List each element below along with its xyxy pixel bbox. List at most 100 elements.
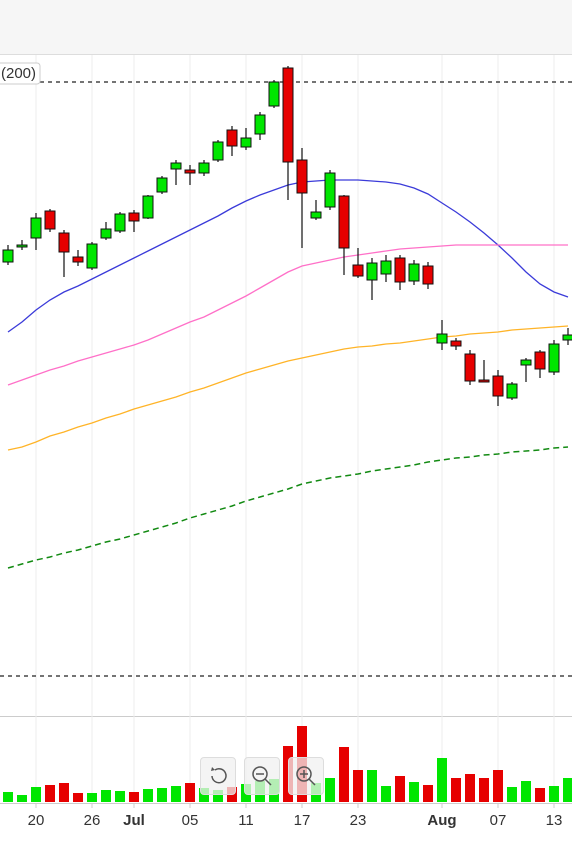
moving-average — [7, 446, 569, 569]
candle-body — [156, 177, 168, 193]
zoom-out-button[interactable] — [244, 757, 280, 795]
candle-body — [520, 359, 532, 366]
moving-average — [7, 325, 569, 451]
candle-body — [534, 351, 546, 370]
legend-box — [0, 62, 41, 85]
x-tick-label: 05 — [182, 812, 199, 829]
volume-bar — [423, 785, 433, 802]
x-tick-label: 07 — [490, 812, 507, 829]
volume-bar — [437, 758, 447, 802]
plot — [0, 66, 572, 802]
legend-text: (200) — [1, 65, 36, 82]
toolbar — [0, 0, 572, 54]
grid — [35, 55, 555, 808]
x-tick-label: 17 — [294, 812, 311, 829]
volume-bar — [507, 787, 517, 802]
volume-bar — [101, 790, 111, 802]
candle-body — [86, 243, 98, 269]
volume-bar — [521, 781, 531, 802]
candle-body — [2, 249, 14, 263]
volume-bar — [73, 793, 83, 802]
volume-bar — [157, 788, 167, 802]
volume-bar — [465, 774, 475, 802]
candle-body — [436, 333, 448, 344]
candle-body — [422, 265, 434, 285]
candle-body — [310, 211, 322, 219]
candle-body — [506, 383, 518, 399]
volume-bar — [563, 778, 572, 802]
legend: (200) — [0, 62, 41, 85]
volume-bar — [31, 787, 41, 802]
volume-bar — [409, 782, 419, 802]
candle-body — [296, 159, 308, 194]
candle-body — [352, 264, 364, 277]
x-tick-label: 13 — [546, 812, 563, 829]
candle-body — [380, 260, 392, 275]
candle-body — [492, 375, 504, 397]
candle-body — [254, 114, 266, 135]
volume-bar — [129, 792, 139, 802]
volume-bar — [171, 786, 181, 802]
x-tick-label: Aug — [427, 812, 456, 829]
candle-body — [464, 353, 476, 382]
volume-bar — [479, 778, 489, 802]
candle-body — [548, 343, 560, 373]
x-tick-label: 11 — [238, 812, 254, 829]
candle-body — [408, 263, 420, 282]
volume-bar — [493, 770, 503, 802]
volume-bar — [185, 783, 195, 802]
candle-body — [324, 172, 336, 208]
volume-bar — [3, 792, 13, 802]
reset-icon — [211, 767, 227, 784]
volume-bar — [213, 790, 223, 802]
volume-bar — [45, 785, 55, 802]
volume-bar — [549, 786, 559, 802]
x-tick-label: 20 — [28, 812, 45, 829]
volume-bar — [59, 783, 69, 802]
volume-bar — [451, 778, 461, 802]
candle-body — [100, 228, 112, 239]
volume-bar — [395, 776, 405, 802]
candle-body — [72, 256, 84, 263]
candle-body — [30, 217, 42, 239]
candle-body — [212, 141, 224, 161]
volume-bar — [17, 795, 27, 802]
volume-bar — [381, 786, 391, 802]
candle-body — [366, 262, 378, 281]
candle-body — [478, 379, 490, 383]
candle-body — [170, 162, 182, 170]
candle-body — [240, 137, 252, 148]
candle-body — [142, 195, 154, 219]
volume-bar — [367, 770, 377, 802]
zoom-out-icon — [252, 766, 272, 786]
candle-body — [282, 67, 294, 163]
volume-bar — [143, 789, 153, 802]
x-tick-label: 26 — [84, 812, 101, 829]
zoom-in-button[interactable] — [288, 757, 324, 795]
candle-body — [450, 340, 462, 347]
candle-body — [268, 81, 280, 107]
candle-body — [44, 210, 56, 230]
candle-body — [16, 244, 28, 248]
candle-body — [198, 162, 210, 174]
volume-bar — [535, 788, 545, 802]
reset-zoom-button[interactable] — [200, 757, 236, 795]
volume-bar — [353, 770, 363, 802]
candle-body — [184, 169, 196, 174]
volume-bar — [325, 778, 335, 802]
zoom-in-icon — [296, 766, 316, 786]
candle-body — [226, 129, 238, 147]
x-tick-label: Jul — [123, 812, 145, 829]
x-tick-label: 23 — [350, 812, 367, 829]
volume-bar — [115, 791, 125, 802]
moving-average — [7, 244, 568, 386]
candle-body — [562, 334, 572, 341]
candle-body — [338, 195, 350, 249]
candle-body — [128, 212, 140, 222]
candle-body — [394, 257, 406, 283]
candle-body — [58, 232, 70, 253]
volume-bar — [87, 793, 97, 802]
candle-body — [114, 213, 126, 232]
